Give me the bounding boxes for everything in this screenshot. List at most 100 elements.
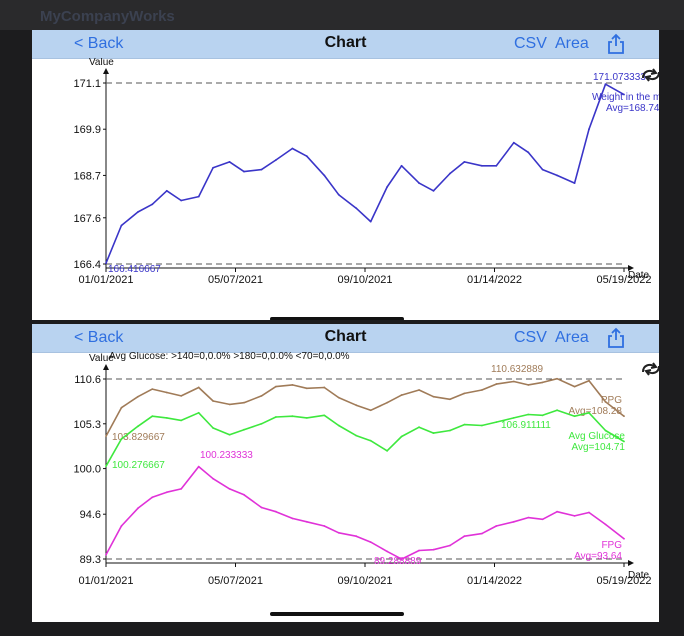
data-point bbox=[212, 166, 215, 169]
series-avg-label: Avg=104.71 bbox=[572, 442, 626, 453]
y-tick-label: 169.9 bbox=[73, 124, 101, 136]
data-point bbox=[197, 465, 200, 468]
data-point bbox=[180, 487, 183, 490]
refresh-icon[interactable] bbox=[640, 360, 659, 378]
data-point bbox=[463, 161, 466, 163]
back-button[interactable]: < Back bbox=[74, 329, 124, 346]
x-axis-arrow bbox=[628, 560, 634, 566]
x-tick-label: 01/01/2021 bbox=[78, 575, 133, 587]
data-point bbox=[623, 537, 625, 540]
refresh-icon[interactable] bbox=[640, 66, 659, 84]
x-tick-label: 09/10/2021 bbox=[337, 274, 392, 286]
data-point bbox=[137, 507, 139, 510]
data-point bbox=[165, 491, 168, 494]
data-point bbox=[369, 220, 372, 223]
csv-button[interactable]: CSV bbox=[514, 329, 547, 346]
y-tick-label: 171.1 bbox=[73, 78, 101, 90]
data-point bbox=[243, 428, 245, 431]
data-point bbox=[541, 518, 544, 521]
data-point bbox=[260, 422, 263, 425]
share-icon[interactable] bbox=[606, 327, 626, 349]
data-point bbox=[228, 403, 231, 406]
y-tick-label: 168.7 bbox=[73, 170, 101, 182]
data-point bbox=[432, 189, 435, 192]
data-point bbox=[573, 415, 576, 418]
data-point bbox=[463, 423, 466, 426]
series-avg-label: Avg=93.64 bbox=[574, 551, 622, 562]
y-axis-label: Value bbox=[89, 58, 114, 68]
series-max-label: 106.911111 bbox=[501, 420, 551, 431]
data-point bbox=[386, 449, 389, 452]
data-point bbox=[449, 398, 451, 401]
area-button[interactable]: Area bbox=[555, 329, 589, 346]
data-point bbox=[480, 164, 483, 167]
area-button[interactable]: Area bbox=[555, 35, 589, 52]
data-point bbox=[165, 391, 168, 394]
chart-panel-glucose: < Back Chart CSV Area Value Date Avg Gluco… bbox=[32, 324, 659, 622]
data-point bbox=[260, 168, 263, 171]
x-axis-label: Date bbox=[628, 270, 650, 281]
data-point bbox=[432, 395, 435, 398]
data-point bbox=[449, 544, 451, 547]
series-max-label: 110.632889 bbox=[491, 364, 544, 375]
series-name-label: FPG bbox=[601, 540, 622, 551]
data-point bbox=[449, 429, 451, 432]
data-point bbox=[495, 164, 498, 167]
x-tick-label: 05/19/2022 bbox=[596, 575, 651, 587]
data-point bbox=[151, 203, 154, 206]
share-icon[interactable] bbox=[606, 33, 626, 55]
data-point bbox=[337, 193, 340, 196]
data-point bbox=[556, 510, 558, 513]
series-min-label: 89.288889 bbox=[374, 556, 422, 567]
csv-button[interactable]: CSV bbox=[514, 35, 547, 52]
data-point bbox=[120, 525, 123, 527]
data-point bbox=[180, 395, 183, 397]
data-point bbox=[305, 387, 308, 390]
series-avg-label: Avg=108.28 bbox=[569, 406, 623, 417]
data-point bbox=[260, 395, 263, 397]
data-point bbox=[400, 558, 403, 560]
data-point bbox=[120, 406, 123, 409]
data-point bbox=[573, 385, 576, 388]
data-point bbox=[337, 396, 340, 399]
series-avg-label: Avg=168.74 bbox=[606, 103, 659, 114]
data-point bbox=[369, 439, 372, 442]
data-point bbox=[588, 128, 590, 131]
data-point bbox=[291, 147, 294, 150]
data-point bbox=[386, 401, 389, 404]
data-point bbox=[105, 465, 107, 468]
data-point bbox=[120, 438, 123, 440]
y-axis-label: Value bbox=[89, 353, 114, 364]
back-button[interactable]: < Back bbox=[74, 35, 124, 52]
series-name-label: Weight in the morning bbox=[592, 92, 659, 103]
data-point bbox=[541, 381, 544, 384]
y-tick-label: 167.6 bbox=[73, 213, 101, 225]
summary-text: Avg Glucose: >140=0,0.0% >180=0,0.0% <70… bbox=[109, 352, 350, 362]
data-point bbox=[400, 164, 403, 167]
data-point bbox=[386, 186, 389, 188]
series-name-label: Avg Glucose bbox=[568, 431, 625, 442]
data-point bbox=[556, 377, 558, 380]
data-point bbox=[105, 435, 107, 438]
data-point bbox=[449, 172, 451, 175]
data-point bbox=[305, 155, 308, 158]
y-tick-label: 105.3 bbox=[73, 419, 101, 431]
series-line bbox=[105, 83, 625, 264]
data-point bbox=[512, 416, 515, 419]
home-indicator bbox=[270, 612, 404, 616]
series-max-label: 100.233333 bbox=[200, 450, 253, 461]
data-point bbox=[337, 531, 340, 534]
data-point bbox=[228, 433, 231, 436]
series-max-label: 171.073333 bbox=[593, 72, 646, 83]
x-tick-label: 05/07/2021 bbox=[208, 274, 263, 286]
data-point bbox=[137, 211, 139, 213]
data-point bbox=[291, 517, 294, 520]
data-point bbox=[495, 525, 498, 527]
data-point bbox=[243, 401, 245, 404]
data-point bbox=[180, 419, 183, 422]
glucose-chart: Value Date Avg Glucose: >140=0,0.0% >180=0… bbox=[73, 352, 651, 587]
data-point bbox=[355, 207, 358, 210]
data-point bbox=[527, 516, 530, 519]
x-axis-arrow bbox=[628, 265, 634, 271]
data-point bbox=[418, 182, 420, 185]
